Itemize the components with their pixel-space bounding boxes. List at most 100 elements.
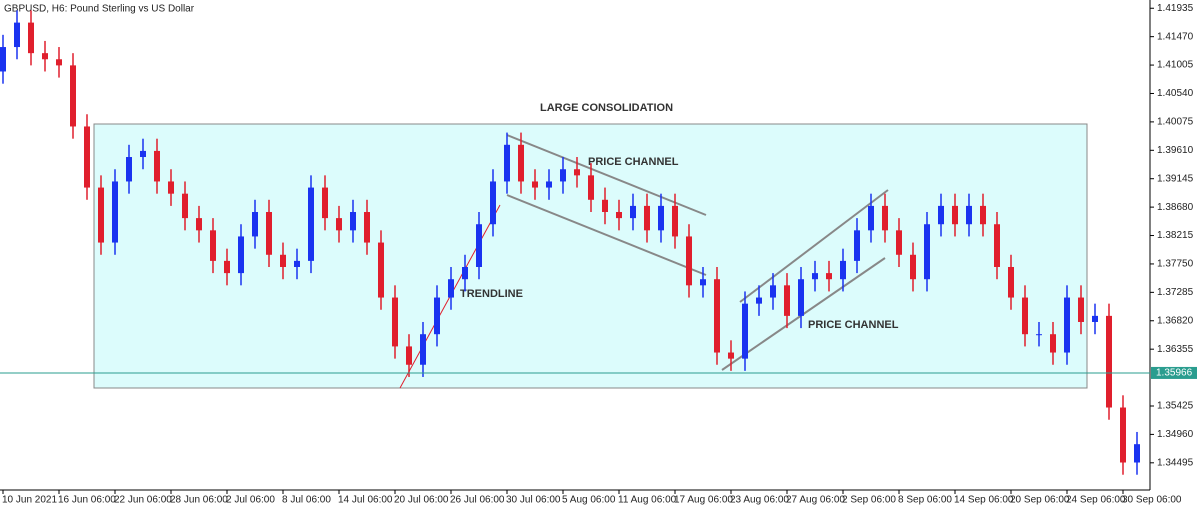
y-tick-label: 1.36820	[1157, 315, 1194, 326]
y-tick-label: 1.41470	[1157, 31, 1194, 42]
annotation: PRICE CHANNEL	[808, 319, 899, 331]
candle-body	[952, 205, 958, 225]
candle-body	[98, 187, 104, 243]
candle-body	[896, 230, 902, 255]
candle-body	[14, 22, 20, 48]
x-tick-label: 20 Sep 06:00	[1010, 495, 1070, 506]
x-tick-label: 30 Sep 06:00	[1122, 495, 1182, 506]
candle-body	[434, 297, 440, 335]
candle-body	[1064, 297, 1070, 353]
x-tick-label: 8 Sep 06:00	[898, 495, 952, 506]
current-price-label: 1.35966	[1156, 368, 1193, 379]
x-tick-label: 2 Sep 06:00	[842, 495, 896, 506]
candle-body	[910, 254, 916, 280]
candle-body	[1106, 315, 1112, 408]
x-tick-label: 20 Jul 06:00	[394, 495, 449, 506]
candle-body	[322, 187, 328, 219]
candle-body	[672, 205, 678, 237]
x-tick-label: 30 Jul 06:00	[506, 495, 561, 506]
candle-body	[196, 218, 202, 231]
candle-body	[182, 193, 188, 219]
candle-body	[518, 144, 524, 182]
candle-body	[0, 47, 6, 72]
candle-body	[504, 144, 510, 182]
candle-body	[560, 169, 566, 182]
y-tick-label: 1.37285	[1157, 287, 1194, 298]
candle-body	[224, 260, 230, 274]
candle-body	[784, 285, 790, 316]
y-tick-label: 1.39610	[1157, 145, 1194, 156]
candle-body	[798, 279, 804, 316]
candle-body	[1078, 297, 1084, 322]
x-tick-label: 26 Jul 06:00	[450, 495, 505, 506]
candle-body	[826, 273, 832, 280]
candle-body	[490, 181, 496, 225]
candle-body	[378, 242, 384, 298]
candle-body	[56, 59, 62, 66]
candle-body	[294, 260, 300, 267]
candle-body	[868, 205, 874, 231]
candle-body	[882, 205, 888, 231]
candle-body	[448, 279, 454, 298]
candle-body	[308, 187, 314, 261]
candle-body	[1092, 315, 1098, 322]
candle-body	[994, 224, 1000, 267]
candle-body	[28, 22, 34, 54]
x-tick-label: 17 Aug 06:00	[674, 495, 733, 506]
x-tick-label: 16 Jun 06:00	[58, 495, 116, 506]
current-price-box	[1151, 366, 1197, 379]
candle-body	[406, 346, 412, 365]
candle-body	[420, 334, 426, 365]
annotation: TRENDLINE	[460, 288, 523, 300]
y-tick-label: 1.34495	[1157, 457, 1194, 468]
x-tick-label: 24 Sep 06:00	[1066, 495, 1126, 506]
candle-body	[686, 236, 692, 286]
candle-body	[1120, 407, 1126, 463]
candle-body	[1008, 266, 1014, 298]
candle-body	[966, 205, 972, 225]
y-tick-label: 1.41935	[1157, 3, 1194, 14]
candle-body	[602, 199, 608, 213]
y-tick-label: 1.34960	[1157, 429, 1194, 440]
candle-body	[714, 279, 720, 353]
x-tick-label: 10 Jun 2021	[2, 495, 57, 506]
candle-body	[854, 230, 860, 261]
y-tick-label: 1.38215	[1157, 230, 1194, 241]
y-tick-label: 1.36355	[1157, 344, 1194, 355]
chart-title: GBPUSD, H6: Pound Sterling vs US Dollar	[4, 4, 195, 15]
candle-body	[742, 303, 748, 359]
x-tick-label: 8 Jul 06:00	[282, 495, 331, 506]
candle-body	[364, 212, 370, 243]
candle-body	[168, 181, 174, 194]
annotation: LARGE CONSOLIDATION	[540, 102, 673, 114]
candle-body	[1134, 444, 1140, 463]
channel-line	[506, 134, 707, 216]
candle-body	[238, 236, 244, 274]
candle-body	[924, 224, 930, 280]
candle-body	[532, 181, 538, 188]
candle-body	[616, 212, 622, 219]
x-tick-label: 5 Aug 06:00	[562, 495, 616, 506]
candle-body	[280, 254, 286, 267]
y-tick-label: 1.38680	[1157, 202, 1194, 213]
y-tick-label: 1.39145	[1157, 173, 1194, 184]
candle-body	[574, 169, 580, 176]
candle-body	[126, 157, 132, 182]
candle-body	[840, 260, 846, 280]
y-tick-label: 1.40540	[1157, 88, 1194, 99]
candle-body	[938, 205, 944, 225]
candle-body	[476, 224, 482, 267]
candle-body	[210, 230, 216, 261]
candle-body	[252, 212, 258, 237]
candle-body	[812, 273, 818, 280]
candle-body	[658, 205, 664, 231]
candle-body	[70, 65, 76, 127]
x-tick-label: 14 Sep 06:00	[954, 495, 1014, 506]
candle-body	[392, 297, 398, 347]
candle-body	[84, 126, 90, 188]
candle-body	[700, 279, 706, 286]
candle-body	[588, 175, 594, 200]
y-tick-label: 1.35425	[1157, 401, 1194, 412]
x-tick-label: 2 Jul 06:00	[226, 495, 275, 506]
candle-body	[462, 266, 468, 280]
